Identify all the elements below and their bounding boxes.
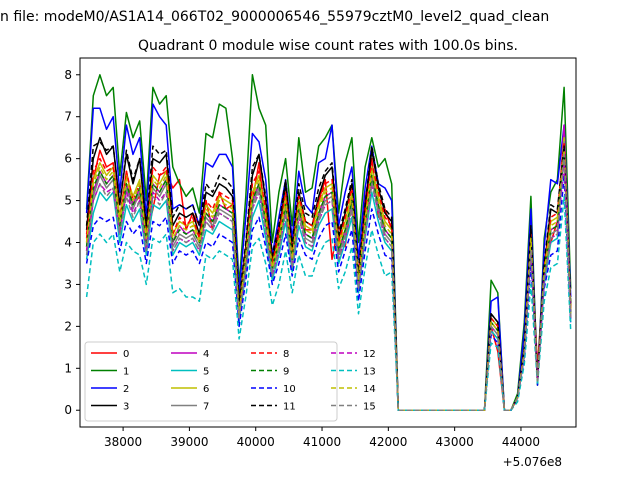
legend-label-5: 5 <box>203 367 209 378</box>
y-tick-label: 1 <box>64 361 72 375</box>
chart-title: Quadrant 0 module wise count rates with … <box>138 38 518 54</box>
y-tick-label: 6 <box>64 152 72 166</box>
y-tick-label: 7 <box>64 110 72 124</box>
x-tick-label: 39000 <box>170 435 208 449</box>
x-tick-label: 43000 <box>436 435 474 449</box>
legend-label-6: 6 <box>203 384 209 395</box>
legend-label-10: 10 <box>283 384 296 395</box>
series-line-11 <box>85 141 572 411</box>
series-line-13 <box>85 195 572 411</box>
legend-label-8: 8 <box>283 349 289 360</box>
x-offset-label: +5.076e8 <box>503 455 562 469</box>
legend-label-14: 14 <box>363 384 376 395</box>
legend-label-13: 13 <box>363 367 376 378</box>
y-tick-label: 4 <box>64 236 72 250</box>
legend-label-9: 9 <box>283 367 289 378</box>
x-tick-label: 42000 <box>369 435 407 449</box>
legend-label-2: 2 <box>123 384 129 395</box>
figure-suptitle: n file: modeM0/AS1A14_066T02_9000006546_… <box>0 9 549 25</box>
legend-label-11: 11 <box>283 402 296 413</box>
x-tick-label: 41000 <box>303 435 341 449</box>
legend-label-7: 7 <box>203 402 209 413</box>
series-line-14 <box>85 149 572 411</box>
legend-box <box>84 341 338 422</box>
x-tick-label: 38000 <box>104 435 142 449</box>
y-tick-label: 8 <box>64 68 72 82</box>
legend-label-1: 1 <box>123 367 129 378</box>
legend-label-15: 15 <box>363 402 376 413</box>
axis-ticks: 38000 39000 40000 41000 42000 43000 4400001234… <box>64 68 540 449</box>
legend-label-0: 0 <box>123 349 129 360</box>
series-layer <box>85 74 572 411</box>
y-tick-label: 2 <box>64 319 72 333</box>
legend-label-3: 3 <box>123 402 129 413</box>
x-tick-label: 40000 <box>237 435 275 449</box>
legend-label-4: 4 <box>203 349 209 360</box>
legend-label-12: 12 <box>363 349 376 360</box>
y-tick-label: 5 <box>64 194 72 208</box>
y-tick-label: 3 <box>64 277 72 291</box>
series-line-15 <box>85 153 572 411</box>
x-tick-label: 44000 <box>502 435 540 449</box>
y-tick-label: 0 <box>64 403 72 417</box>
